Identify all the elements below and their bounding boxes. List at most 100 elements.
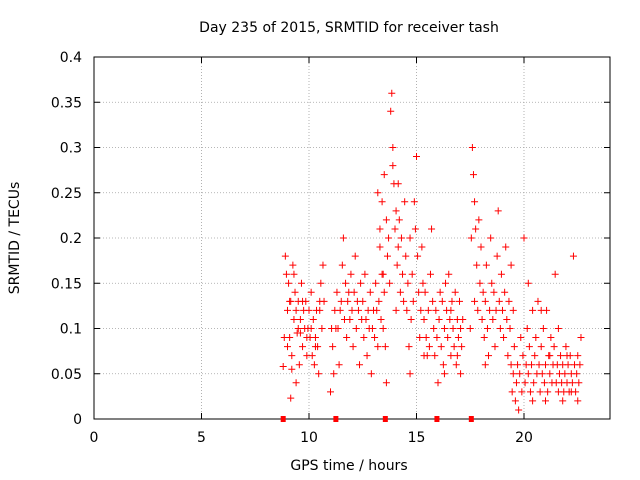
data-point [480, 334, 488, 342]
data-point [433, 334, 441, 342]
data-point [347, 270, 355, 278]
data-point [540, 379, 548, 387]
data-point [374, 189, 382, 197]
data-point [281, 252, 289, 260]
data-point [315, 370, 323, 378]
data-point [388, 89, 396, 97]
gap-markers [280, 416, 474, 422]
data-point [506, 325, 514, 332]
data-point [525, 343, 533, 351]
data-point [339, 234, 347, 242]
data-point [471, 198, 479, 206]
data-point [400, 297, 408, 305]
data-point [420, 352, 428, 360]
data-point [291, 288, 299, 296]
data-point [404, 279, 412, 287]
data-point [483, 325, 491, 332]
data-point [524, 279, 532, 287]
data-point [557, 352, 565, 360]
data-point [414, 252, 422, 260]
data-point [524, 370, 532, 378]
x-tick-label: 5 [197, 430, 206, 446]
data-point [352, 325, 360, 332]
data-point [305, 306, 313, 314]
data-point [477, 243, 485, 251]
data-point [576, 361, 584, 369]
data-point [500, 334, 508, 342]
data-point [486, 306, 494, 314]
data-point [394, 243, 402, 251]
data-point [564, 361, 572, 369]
data-point [546, 370, 554, 378]
y-tick-label: 0.25 [51, 186, 82, 202]
data-point [386, 279, 394, 287]
data-point [454, 334, 462, 342]
data-point [401, 198, 409, 206]
data-point [395, 216, 403, 224]
data-point [373, 306, 381, 314]
data-point [328, 325, 336, 332]
y-axis: 0 0.05 0.1 0.15 0.2 0.25 0.3 0.35 0.4 [51, 50, 610, 428]
y-tick-label: 0.15 [51, 276, 82, 292]
data-point [450, 343, 458, 351]
data-point [296, 315, 304, 323]
data-point [472, 225, 480, 233]
data-point [317, 279, 325, 287]
data-point [493, 252, 501, 260]
data-point [521, 379, 529, 387]
data-point [415, 288, 423, 296]
data-point [394, 180, 402, 188]
data-point [410, 198, 418, 206]
data-point [351, 252, 359, 260]
y-axis-label: SRMTID / TECUs [7, 182, 23, 295]
data-point [437, 343, 445, 351]
data-point [424, 306, 432, 314]
data-point [372, 279, 380, 287]
data-point [383, 252, 391, 260]
data-point [294, 325, 302, 332]
x-axis: 0 5 10 15 20 [90, 57, 533, 446]
data-point [569, 252, 577, 260]
data-point [449, 325, 457, 332]
data-point [288, 365, 296, 373]
data-point [542, 397, 549, 405]
data-point [371, 334, 379, 342]
data-point [389, 144, 397, 151]
data-point [287, 394, 295, 402]
data-point [379, 270, 387, 278]
data-point [511, 397, 519, 405]
data-point [497, 270, 505, 278]
data-point [407, 315, 415, 323]
data-point [378, 198, 386, 206]
data-point [453, 352, 461, 360]
data-point [459, 315, 467, 323]
data-point [333, 288, 341, 296]
data-point [487, 234, 495, 242]
data-point [396, 288, 404, 296]
data-point [330, 370, 338, 378]
data-point [519, 352, 527, 360]
data-point [422, 334, 430, 342]
data-point [515, 406, 523, 414]
data-point [574, 397, 582, 405]
data-point [327, 388, 334, 396]
data-point [430, 325, 438, 332]
data-point [490, 288, 498, 296]
data-point [379, 325, 387, 332]
data-point [451, 288, 459, 296]
chart-title: Day 235 of 2015, SRMTID for receiver tas… [199, 20, 499, 36]
data-point [308, 352, 316, 360]
data-point [389, 162, 397, 170]
data-point [447, 352, 455, 360]
data-point [474, 306, 482, 314]
data-point [518, 388, 526, 396]
y-tick-label: 0 [73, 412, 82, 428]
gap-marker [468, 416, 474, 422]
data-point [290, 315, 298, 323]
data-point [471, 297, 479, 305]
data-point [452, 361, 460, 369]
data-point [520, 234, 528, 242]
data-point [336, 306, 344, 314]
data-point [419, 279, 427, 287]
